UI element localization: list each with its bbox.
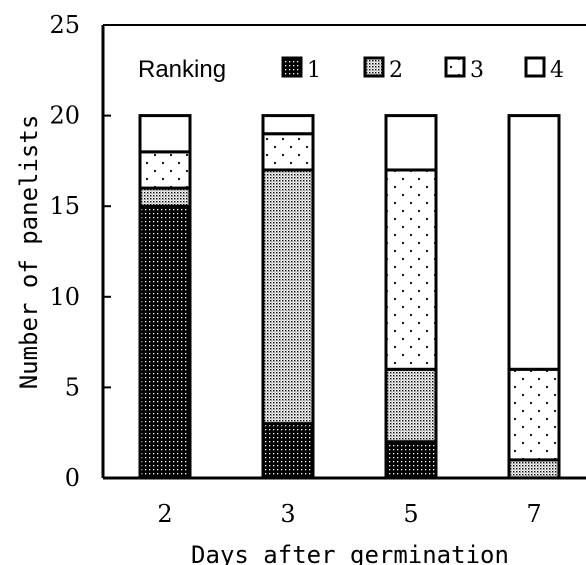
x-tick-label: 5 — [403, 500, 418, 528]
legend-swatch-3 — [444, 56, 466, 78]
y-axis-ticks: 0 5 10 15 20 25 — [49, 11, 111, 492]
x-tick-label: 2 — [157, 500, 172, 528]
bar-segment-rank-1 — [261, 422, 315, 480]
bar-segment-rank-2 — [138, 186, 192, 208]
x-axis-title: Days after germination — [191, 541, 509, 565]
bar-segment-rank-2 — [384, 367, 438, 444]
x-tick-label: 3 — [280, 500, 295, 528]
legend: Ranking 1 2 3 4 — [138, 56, 564, 83]
bar-group-day-2 — [138, 114, 192, 480]
bar-segment-rank-3 — [384, 168, 438, 371]
bar-segment-rank-1 — [384, 440, 438, 480]
legend-label-4: 4 — [550, 58, 564, 83]
x-tick-label: 7 — [526, 500, 541, 528]
legend-label-3: 3 — [470, 58, 484, 83]
bar-segment-rank-4 — [138, 114, 192, 154]
y-tick-label: 15 — [49, 192, 80, 220]
bar-segment-rank-4 — [507, 114, 561, 371]
y-tick-label: 5 — [65, 373, 80, 401]
legend-label-1: 1 — [307, 58, 321, 83]
y-tick-label: 25 — [49, 11, 80, 39]
bar-segment-rank-1 — [138, 204, 192, 480]
bar-segment-rank-4 — [384, 114, 438, 172]
legend-label-2: 2 — [389, 58, 403, 83]
legend-swatch-4 — [524, 56, 546, 78]
x-axis-ticks: 2 3 5 7 — [157, 500, 541, 528]
bar-segment-rank-3 — [261, 132, 315, 172]
legend-swatch-2 — [363, 56, 385, 78]
bar-segment-rank-2 — [507, 458, 561, 480]
y-tick-label: 20 — [49, 102, 80, 130]
legend-title: Ranking — [138, 56, 226, 83]
bar-group-day-3 — [261, 114, 315, 480]
bars — [138, 114, 561, 480]
y-tick-label: 10 — [49, 283, 80, 311]
bar-segment-rank-3 — [138, 150, 192, 190]
legend-swatch-1 — [281, 56, 303, 78]
bar-group-day-5 — [384, 114, 438, 480]
y-axis-title: Number of panelists — [15, 115, 43, 390]
bar-segment-rank-2 — [261, 168, 315, 426]
y-tick-label: 0 — [65, 464, 80, 492]
bar-segment-rank-4 — [261, 114, 315, 136]
bar-segment-rank-3 — [507, 367, 561, 462]
bar-group-day-7 — [507, 114, 561, 480]
